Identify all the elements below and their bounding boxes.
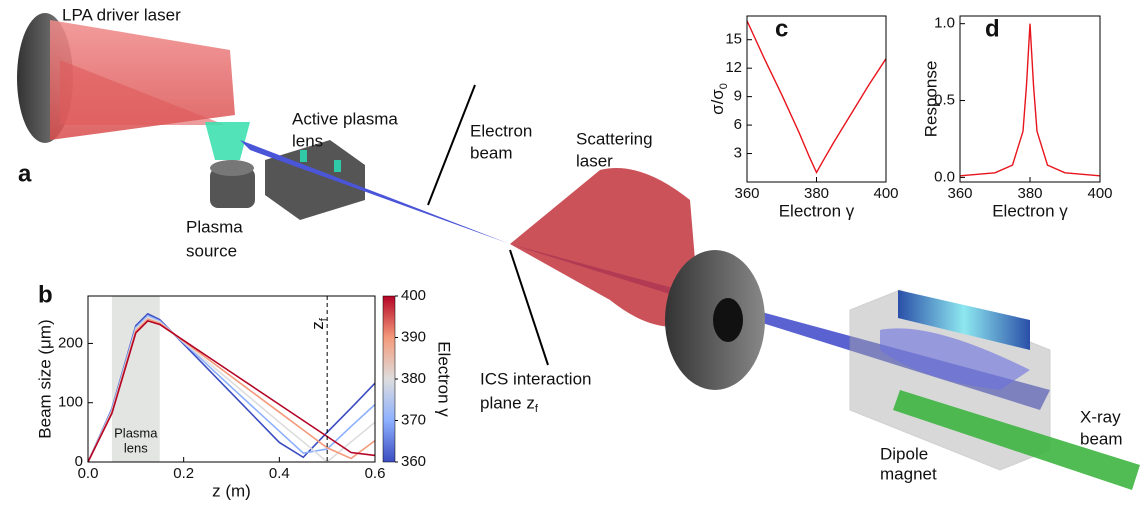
colorbar-label: Electron γ: [435, 341, 454, 417]
label: X-ray: [1080, 407, 1121, 426]
label: source: [186, 241, 237, 260]
lens-port: [300, 150, 307, 162]
page: LPA driver laser Active plasma lens Electro…: [0, 0, 1146, 507]
colorbar-tick-label: 380: [401, 370, 426, 387]
plasma-source-top: [210, 160, 254, 176]
colorbar-tick-label: 370: [401, 411, 426, 428]
x-axis-label: Electron γ: [779, 201, 855, 220]
series-line: [747, 21, 886, 173]
y-axis-label-main: σ/σ: [708, 89, 727, 115]
series-line: [960, 24, 1100, 176]
x-tick-label: 380: [804, 185, 829, 202]
label: lens: [292, 131, 323, 150]
label: Plasma: [186, 217, 243, 236]
colorbar: [383, 296, 395, 462]
shaded-label: lens: [124, 440, 148, 455]
gas-jet: [205, 122, 250, 160]
y-tick-label: 6: [734, 116, 742, 133]
x-tick-label: 360: [947, 185, 972, 202]
marker-label: zf: [309, 317, 330, 330]
optic-hole: [713, 298, 743, 342]
label: beam: [1080, 429, 1123, 448]
x-tick-label: 0.4: [269, 465, 290, 482]
colorbar-tick-label: 390: [401, 328, 426, 345]
panel-letter: b: [38, 281, 53, 308]
y-axis-label: σ/σ0: [708, 83, 729, 115]
y-axis-label-sub: 0: [718, 83, 730, 89]
x-tick-label: 0.2: [173, 465, 194, 482]
y-tick-label: 15: [725, 31, 742, 48]
x-tick-label: 380: [1017, 185, 1042, 202]
axes-frame: [960, 16, 1100, 182]
marker-label-main: z: [309, 321, 328, 330]
label: Dipole: [880, 444, 928, 463]
label: laser: [576, 151, 613, 170]
x-tick-label: 400: [873, 185, 898, 202]
marker-label-sub: f: [318, 317, 330, 321]
label: plane zf: [480, 393, 539, 414]
plasma-lens-box: [265, 140, 365, 220]
shaded-label: Plasma: [114, 425, 158, 440]
y-tick-label: 9: [734, 88, 742, 105]
x-axis-label: z (m): [212, 481, 251, 500]
y-tick-label: 0.0: [934, 168, 955, 185]
figure: LPA driver laser Active plasma lens Electro…: [0, 0, 1146, 502]
y-tick-label: 100: [58, 394, 83, 411]
label: Scattering: [576, 129, 653, 148]
arrow: [428, 85, 475, 205]
arrow: [510, 250, 548, 365]
label: ICS interaction: [480, 369, 592, 388]
label: beam: [470, 143, 513, 162]
panel-letter: d: [985, 15, 1000, 42]
lens-port: [334, 160, 341, 172]
label: LPA driver laser: [62, 5, 181, 24]
y-tick-label: 3: [734, 145, 742, 162]
y-tick-label: 0: [75, 453, 83, 470]
panel-letter: a: [18, 160, 32, 187]
y-tick-label: 1.0: [934, 15, 955, 32]
y-tick-label: 12: [725, 59, 742, 76]
label-sub: f: [535, 403, 539, 415]
colorbar-tick-label: 360: [401, 453, 426, 470]
x-tick-label: 400: [1087, 185, 1112, 202]
x-axis-label: Electron γ: [992, 201, 1068, 220]
label: Electron: [470, 121, 532, 140]
y-axis-label: Response: [921, 61, 940, 138]
axes-frame: [747, 16, 886, 182]
y-tick-label: 200: [58, 334, 83, 351]
label: Active plasma: [292, 109, 398, 128]
x-tick-label: 0.6: [365, 465, 386, 482]
label: magnet: [880, 464, 937, 483]
colorbar-tick-label: 400: [401, 287, 426, 304]
y-axis-label: Beam size (μm): [35, 319, 54, 438]
x-tick-label: 360: [734, 185, 759, 202]
panel-letter: c: [775, 15, 788, 42]
